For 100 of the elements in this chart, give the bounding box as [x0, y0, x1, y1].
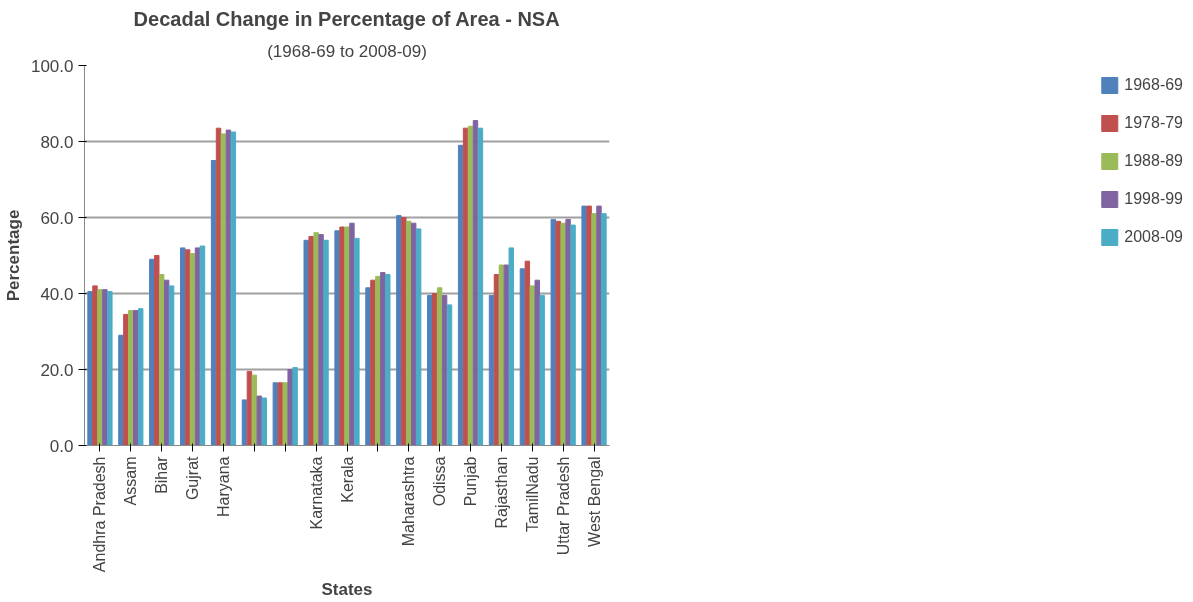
bar: [323, 239, 329, 446]
bar: [539, 294, 545, 446]
bar: [189, 253, 196, 446]
bar: [199, 245, 206, 446]
bar: [107, 291, 113, 446]
bar: [441, 294, 448, 446]
bar: [431, 293, 438, 446]
bar: [97, 289, 103, 446]
bar: [375, 275, 381, 446]
bar: [550, 218, 557, 446]
y-tick-label: 100.0: [30, 56, 74, 76]
bar: [396, 215, 402, 446]
y-tick-label: 60.0: [40, 208, 74, 228]
bar: [524, 260, 531, 446]
bar: [493, 274, 500, 446]
x-tick-label: Gujrat: [184, 455, 202, 501]
bar: [529, 285, 536, 446]
bar: [194, 247, 201, 446]
bar: [488, 294, 495, 446]
bar: [230, 131, 237, 446]
bar: [415, 228, 422, 446]
bar: [344, 226, 350, 446]
bar: [565, 218, 571, 446]
bar: [251, 374, 258, 446]
bar: [601, 213, 607, 446]
bar: [534, 279, 540, 446]
y-tick-label: 40.0: [40, 284, 74, 304]
x-tick-label: Maharashtra: [400, 456, 418, 547]
bar: [154, 255, 160, 446]
bar: [179, 247, 186, 446]
bar: [380, 272, 386, 446]
bar: [87, 291, 93, 446]
bar: [446, 304, 453, 446]
bar: [215, 127, 222, 446]
bar: [220, 133, 227, 446]
bar: [354, 237, 360, 446]
bar: [406, 220, 412, 446]
bar: [168, 285, 175, 446]
bar: [586, 205, 592, 446]
bar: [313, 232, 319, 446]
bar: [163, 279, 170, 446]
x-tick-label: West Bengal: [585, 456, 603, 547]
legend-label: 1968-69: [1124, 76, 1183, 94]
bar: [503, 264, 510, 446]
bar: [184, 249, 191, 446]
x-tick-label: Odissa: [431, 456, 449, 507]
bar: [334, 230, 340, 446]
bar: [256, 395, 263, 446]
x-tick-label: Rajasthan: [492, 456, 510, 529]
x-tick-label: Haryana: [214, 456, 232, 517]
bar: [241, 399, 248, 446]
bar: [555, 220, 561, 446]
bar: [436, 287, 443, 446]
legend-label: 1998-99: [1124, 190, 1183, 208]
bar: [365, 287, 371, 446]
bar: [570, 224, 576, 446]
bar: [118, 334, 124, 446]
bar: [210, 160, 217, 446]
bar: [158, 274, 165, 446]
bar: [410, 222, 417, 446]
bar: [560, 222, 566, 446]
x-tick-label: Andhra Pradesh: [91, 456, 109, 573]
bar: [591, 213, 597, 446]
bar: [123, 313, 129, 446]
x-tick-label: Kerala: [338, 456, 356, 503]
bar: [318, 234, 324, 446]
chart-title: Decadal Change in Percentage of Area - NSA: [133, 7, 560, 30]
legend-label: 1978-79: [1124, 114, 1183, 132]
bar: [385, 274, 391, 446]
y-tick-label: 80.0: [40, 132, 74, 152]
bar: [349, 222, 355, 446]
bar: [370, 279, 376, 446]
x-tick-label: TamilNadu: [523, 456, 541, 533]
x-axis-title: States: [321, 580, 373, 600]
bar: [467, 125, 474, 446]
x-tick-label: Bihar: [153, 455, 171, 494]
x-tick-label: Karnataka: [307, 456, 325, 530]
legend-label: 1988-89: [1124, 152, 1183, 170]
bar: [339, 226, 345, 446]
x-tick-label: Assam: [122, 456, 140, 506]
bar: [287, 369, 293, 446]
bar: [596, 205, 602, 446]
bar: [149, 258, 155, 446]
bar: [581, 205, 587, 446]
chart-subtitle: (1968-69 to 2008-09): [267, 41, 427, 61]
bar: [92, 285, 98, 446]
bar: [102, 289, 108, 446]
bar: [277, 382, 284, 446]
bar: [401, 217, 407, 446]
bar: [303, 239, 309, 446]
x-tick-label: Uttar Pradesh: [554, 456, 572, 556]
bar: [508, 247, 515, 446]
bar: [308, 236, 314, 446]
bar: [137, 308, 144, 446]
bar: [292, 367, 298, 446]
bar: [457, 144, 464, 446]
legend-label: 2008-09: [1124, 228, 1183, 246]
bar: [427, 294, 433, 446]
y-tick-label: 0.0: [49, 436, 74, 456]
bar: [462, 127, 469, 446]
